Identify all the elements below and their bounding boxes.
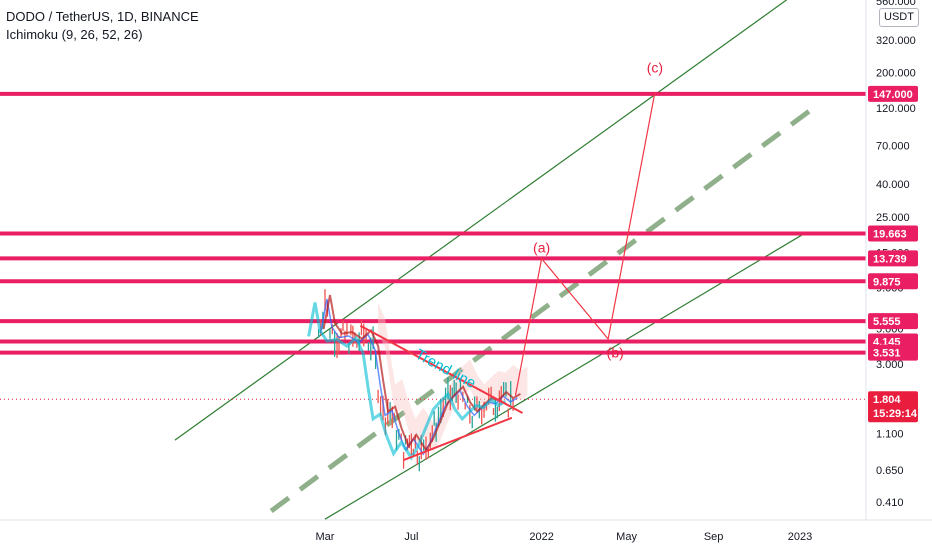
- y-tick-label: 0.410: [876, 497, 904, 509]
- x-tick-label: Sep: [704, 531, 724, 543]
- y-tick-label: 320.000: [876, 35, 916, 47]
- ichimoku-cloud: [378, 303, 528, 453]
- wave-label: (a): [533, 239, 550, 255]
- current-price-label: 1.804: [873, 394, 901, 406]
- y-tick-label: 1.100: [876, 429, 904, 441]
- trendline-lower: [403, 416, 513, 462]
- level-badge-label: 9.875: [873, 276, 901, 288]
- symbol-title[interactable]: DODO / TetherUS, 1D, BINANCE: [6, 9, 199, 24]
- trendline-upper: [359, 324, 523, 414]
- channel-lower-line: [324, 231, 807, 520]
- level-badge-label: 19.663: [873, 228, 907, 240]
- x-tick-label: May: [616, 531, 637, 543]
- y-tick-label: 200.000: [876, 68, 916, 80]
- lagging-span: [307, 302, 507, 461]
- wave-label: (b): [607, 344, 624, 360]
- y-tick-label: 560.000: [876, 0, 916, 8]
- y-tick-label: 40.000: [876, 179, 910, 191]
- y-tick-label: 25.000: [876, 212, 910, 224]
- level-badge: [868, 313, 918, 330]
- horizontal-levels: [0, 91, 866, 400]
- indicator-title[interactable]: Ichimoku (9, 26, 52, 26): [6, 27, 143, 42]
- channel-midline: [269, 105, 815, 514]
- level-badges: 147.00019.66313.7399.8755.5554.1453.5311…: [868, 85, 918, 423]
- currency-button[interactable]: USDT: [879, 8, 919, 27]
- chart-legend: DODO / TetherUS, 1D, BINANCE Ichimoku (9…: [6, 8, 199, 44]
- x-tick-label: Mar: [316, 531, 335, 543]
- level-badge-label: 3.531: [873, 348, 901, 360]
- current-price-badge: [868, 391, 918, 423]
- wave-label: (c): [647, 60, 663, 76]
- ichimoku-cloud-area: [378, 303, 528, 453]
- level-badge-label: 147.000: [873, 89, 913, 101]
- projection-path: [514, 92, 656, 396]
- x-tick-label: 2022: [529, 531, 553, 543]
- level-badge: [868, 344, 918, 361]
- x-tick-label: 2023: [788, 531, 812, 543]
- countdown-label: 15:29:14: [873, 408, 918, 420]
- y-tick-label: 120.000: [876, 103, 916, 115]
- level-badge: [868, 273, 918, 290]
- wave-projection: (a) (b) (c): [514, 60, 663, 396]
- level-badge: [868, 85, 918, 102]
- level-badge: [868, 225, 918, 242]
- x-tick-label: Jul: [404, 531, 418, 543]
- y-tick-label: 0.650: [876, 465, 904, 477]
- level-badge: [868, 250, 918, 267]
- level-badge-label: 5.555: [873, 316, 901, 328]
- price-series: [307, 289, 521, 472]
- channel-upper-line: [174, 0, 788, 441]
- y-tick-label: 70.000: [876, 140, 910, 152]
- level-badge-label: 13.739: [873, 253, 907, 265]
- y-tick-label: 3.000: [876, 359, 904, 371]
